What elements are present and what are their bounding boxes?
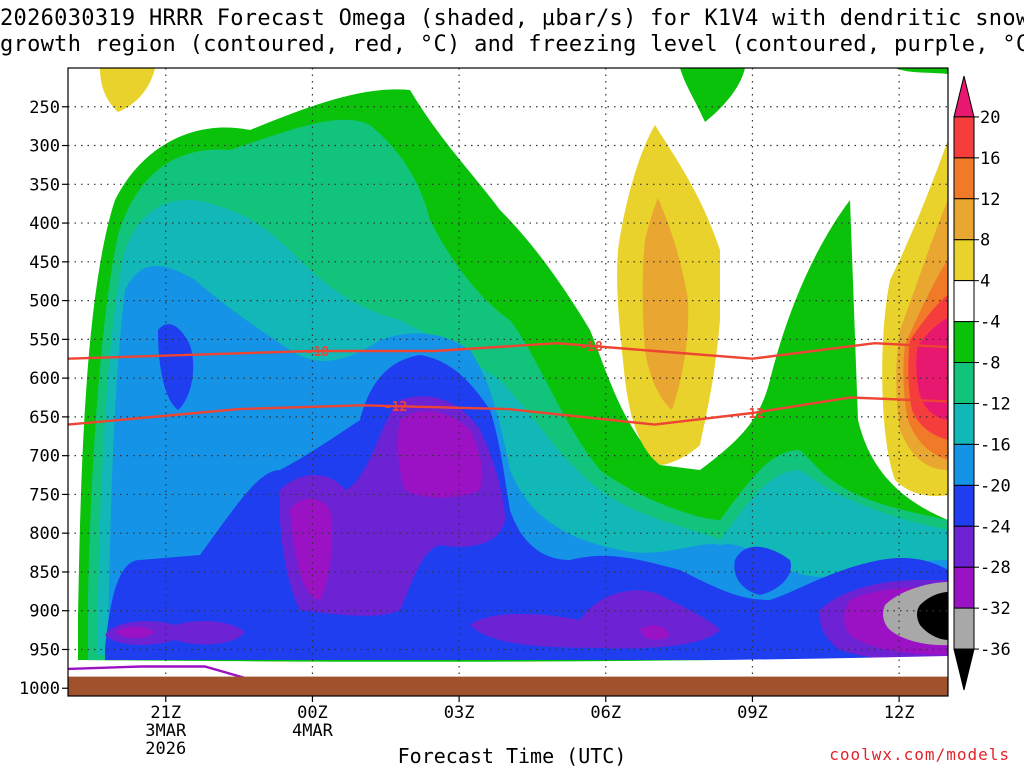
colorbar-swatch <box>953 648 975 691</box>
colorbar-swatch <box>953 239 975 282</box>
colorbar-swatch <box>953 525 975 568</box>
colorbar-label: 16 <box>980 149 1000 169</box>
y-tick-label: 650 <box>29 408 60 428</box>
colorbar-swatch <box>953 280 975 323</box>
colorbar-swatch <box>953 443 975 486</box>
x-tick-label: 00Z <box>297 703 328 723</box>
plot-frame <box>67 67 949 697</box>
omega-region-minus20-right-cell <box>734 546 791 595</box>
colorbar-label: -28 <box>980 558 1011 578</box>
omega-region-8-to-12-center <box>642 198 689 410</box>
colorbar-swatch <box>953 362 975 404</box>
freezing-level-line <box>67 665 255 682</box>
y-tick-label: 600 <box>29 369 60 389</box>
y-tick-label: 700 <box>29 447 60 467</box>
contour-label: -12 <box>384 400 407 415</box>
colorbar-label: 4 <box>980 272 990 292</box>
x-axis-label: Forecast Time (UTC) <box>397 744 627 768</box>
omega-region-minus28-upper <box>397 411 482 498</box>
omega-region-above-20-right <box>916 318 948 420</box>
contour-label: -12 <box>741 407 764 422</box>
x-tick-label: 06Z <box>590 703 621 723</box>
omega-region-4-to-8-top-left <box>100 68 155 112</box>
omega-shaded-field <box>78 68 948 673</box>
colorbar-swatch <box>953 607 975 650</box>
colorbar-label: -12 <box>980 394 1011 414</box>
y-tick-label: 800 <box>29 524 60 544</box>
y-tick-label: 400 <box>29 214 60 234</box>
y-tick-label: 550 <box>29 330 60 350</box>
y-axis-ticks: 250 300 350 400 450 500 550 600 650 700 750 800 850 9… <box>19 98 68 699</box>
omega-region-below-minus36 <box>917 592 948 640</box>
colorbar-swatch <box>953 321 975 364</box>
x-tick-date-label: 4MAR <box>292 721 334 741</box>
y-tick-label: 300 <box>29 137 60 157</box>
colorbar-label: 12 <box>980 190 1000 210</box>
y-tick-label: 450 <box>29 253 60 273</box>
colorbar-label: -36 <box>980 640 1011 660</box>
x-tick-label: 03Z <box>444 703 475 723</box>
y-tick-label: 250 <box>29 98 60 118</box>
colorbar-label: -32 <box>980 599 1011 619</box>
colorbar-swatch <box>953 198 975 241</box>
x-tick-label: 12Z <box>884 703 915 723</box>
x-tick-label: 21Z <box>150 703 181 723</box>
colorbar-label: -24 <box>980 517 1011 537</box>
colorbar-label: -8 <box>980 354 1000 374</box>
y-tick-label: 900 <box>29 602 60 622</box>
omega-region-minus20-small-cell <box>158 324 194 410</box>
colorbar-label: 8 <box>980 231 990 251</box>
colorbar-swatch <box>953 157 975 200</box>
omega-region-minus28-mid <box>640 625 670 640</box>
y-tick-label: 850 <box>29 563 60 583</box>
chart-title-line-1: 2026030319 HRRR Forecast Omega (shaded, … <box>0 6 1024 31</box>
colorbar-label: -20 <box>980 476 1011 496</box>
omega-region-minus24-left-band <box>105 620 245 645</box>
dendritic-contour-line <box>67 396 949 426</box>
dendritic-contour-line <box>67 341 949 360</box>
source-credit[interactable]: coolwx.com/models <box>829 745 1010 764</box>
omega-region-neutral-band <box>78 656 948 672</box>
y-tick-label: 500 <box>29 292 60 312</box>
colorbar-label: -4 <box>980 313 1000 333</box>
omega-region-minus28-left <box>115 626 155 638</box>
colorbar-label: -16 <box>980 435 1011 455</box>
omega-region-green-top-right <box>895 68 948 74</box>
y-tick-label: 950 <box>29 640 60 660</box>
omega-region-green-top <box>680 68 745 122</box>
y-tick-label: 1000 <box>19 679 60 699</box>
y-tick-label: 750 <box>29 485 60 505</box>
temperature-contours: -18 -18 -12 -12 <box>67 340 949 682</box>
colorbar-swatch <box>953 75 975 118</box>
x-tick-year-label: 2026 <box>145 739 186 759</box>
colorbar-label: 20 <box>980 108 1000 128</box>
x-tick-label: 09Z <box>737 703 768 723</box>
colorbar-swatch <box>953 566 975 609</box>
x-tick-date-label: 3MAR <box>145 721 187 741</box>
contour-label: -18 <box>306 345 330 360</box>
chart-title-line-2: growth region (contoured, red, °C) and f… <box>0 32 1024 57</box>
colorbar-swatch <box>953 484 975 527</box>
y-tick-label: 350 <box>29 175 60 195</box>
colorbar-swatch <box>953 402 975 445</box>
omega-colorbar: 20 16 12 8 4 -4 -8 -12 -16 -20 -24 -28 -32 -36 <box>953 75 1011 691</box>
contour-label: -18 <box>579 340 603 355</box>
terrain-ground <box>68 676 948 696</box>
omega-region-minus28-to-minus32 <box>290 498 332 600</box>
colorbar-swatch <box>953 116 975 159</box>
chart-grid <box>68 68 948 696</box>
